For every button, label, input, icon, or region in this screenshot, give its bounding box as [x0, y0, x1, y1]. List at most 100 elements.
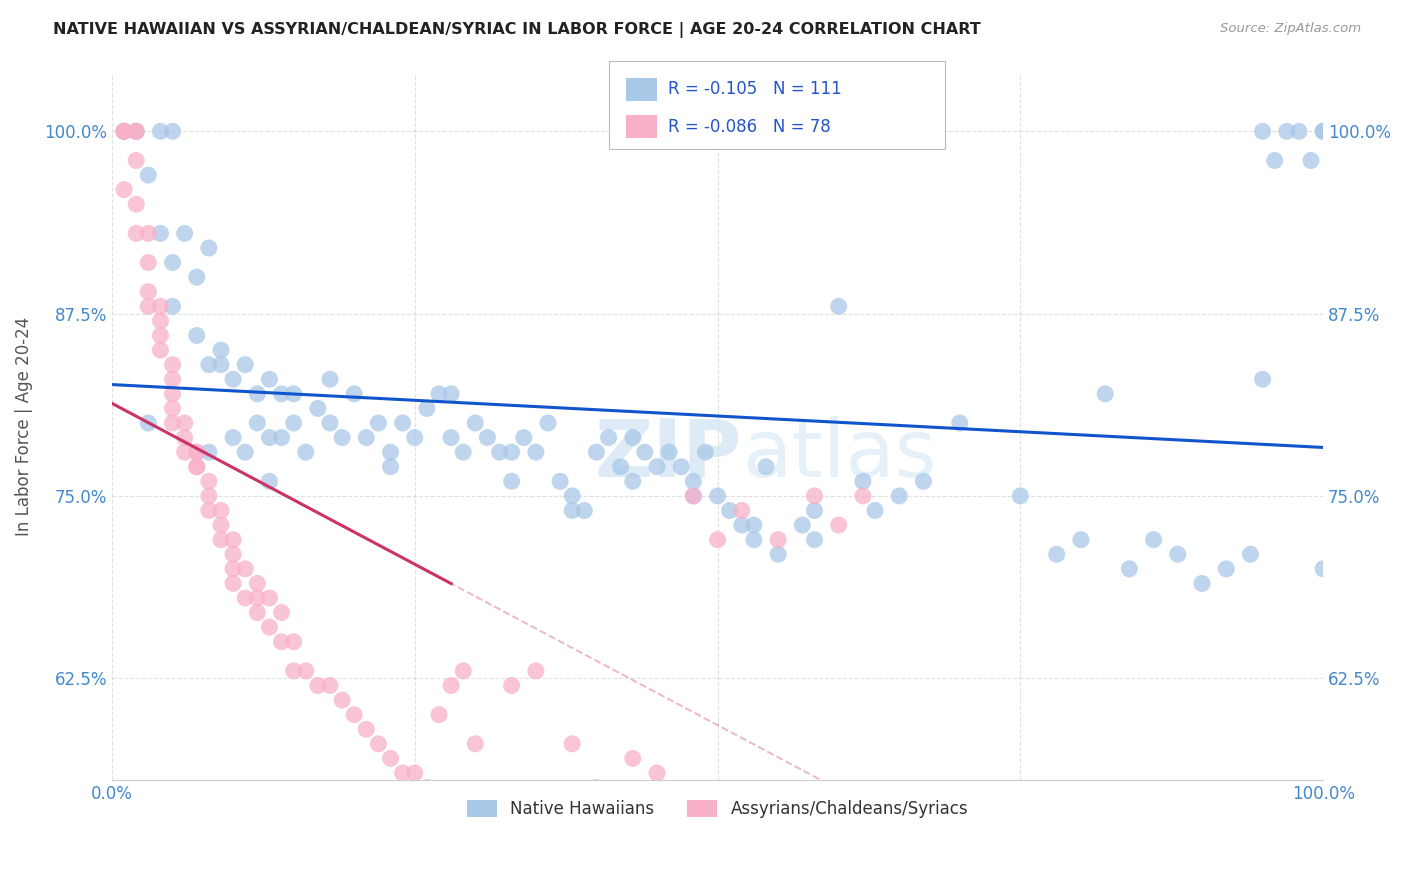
Text: NATIVE HAWAIIAN VS ASSYRIAN/CHALDEAN/SYRIAC IN LABOR FORCE | AGE 20-24 CORRELATI: NATIVE HAWAIIAN VS ASSYRIAN/CHALDEAN/SYR…	[53, 22, 981, 38]
Native Hawaiians	[852, 475, 875, 489]
Native Hawaiians	[742, 518, 765, 533]
Native Hawaiians	[561, 489, 583, 503]
Native Hawaiians	[222, 431, 245, 445]
Native Hawaiians	[222, 372, 245, 386]
Native Hawaiians	[307, 401, 329, 416]
Assyrians/Chaldeans/Syriacs	[173, 431, 195, 445]
Native Hawaiians	[356, 431, 378, 445]
Assyrians/Chaldeans/Syriacs	[416, 780, 439, 795]
Native Hawaiians	[766, 547, 789, 561]
Native Hawaiians	[233, 445, 256, 459]
Assyrians/Chaldeans/Syriacs	[125, 227, 148, 241]
Native Hawaiians	[186, 270, 208, 285]
Assyrians/Chaldeans/Syriacs	[173, 445, 195, 459]
Text: Source: ZipAtlas.com: Source: ZipAtlas.com	[1220, 22, 1361, 36]
Native Hawaiians	[706, 489, 728, 503]
Native Hawaiians	[731, 518, 754, 533]
Native Hawaiians	[658, 445, 681, 459]
Assyrians/Chaldeans/Syriacs	[162, 358, 184, 372]
Native Hawaiians	[1215, 562, 1237, 576]
Native Hawaiians	[524, 445, 547, 459]
Native Hawaiians	[695, 445, 717, 459]
Assyrians/Chaldeans/Syriacs	[112, 124, 135, 138]
Native Hawaiians	[391, 416, 413, 430]
Text: atlas: atlas	[742, 416, 936, 494]
Native Hawaiians	[1251, 124, 1274, 138]
Text: ZIP: ZIP	[595, 416, 742, 494]
Native Hawaiians	[233, 358, 256, 372]
Native Hawaiians	[259, 431, 281, 445]
Assyrians/Chaldeans/Syriacs	[246, 591, 269, 605]
Assyrians/Chaldeans/Syriacs	[246, 576, 269, 591]
Assyrians/Chaldeans/Syriacs	[270, 634, 292, 648]
Assyrians/Chaldeans/Syriacs	[367, 737, 389, 751]
Native Hawaiians	[283, 416, 305, 430]
Native Hawaiians	[149, 227, 172, 241]
Native Hawaiians	[198, 445, 221, 459]
Native Hawaiians	[149, 124, 172, 138]
Assyrians/Chaldeans/Syriacs	[380, 751, 402, 765]
Native Hawaiians	[246, 387, 269, 401]
Assyrians/Chaldeans/Syriacs	[731, 503, 754, 517]
Assyrians/Chaldeans/Syriacs	[464, 737, 486, 751]
Native Hawaiians	[621, 475, 644, 489]
Native Hawaiians	[792, 518, 814, 533]
Assyrians/Chaldeans/Syriacs	[319, 679, 342, 693]
Native Hawaiians	[198, 358, 221, 372]
Native Hawaiians	[209, 358, 232, 372]
Assyrians/Chaldeans/Syriacs	[233, 562, 256, 576]
Native Hawaiians	[513, 431, 536, 445]
Native Hawaiians	[501, 445, 523, 459]
Assyrians/Chaldeans/Syriacs	[125, 124, 148, 138]
Assyrians/Chaldeans/Syriacs	[136, 285, 159, 299]
Assyrians/Chaldeans/Syriacs	[125, 124, 148, 138]
Assyrians/Chaldeans/Syriacs	[149, 299, 172, 313]
Native Hawaiians	[246, 416, 269, 430]
Assyrians/Chaldeans/Syriacs	[222, 562, 245, 576]
Assyrians/Chaldeans/Syriacs	[524, 664, 547, 678]
Assyrians/Chaldeans/Syriacs	[246, 606, 269, 620]
Native Hawaiians	[671, 459, 693, 474]
Native Hawaiians	[1312, 124, 1334, 138]
Native Hawaiians	[645, 459, 668, 474]
Assyrians/Chaldeans/Syriacs	[852, 489, 875, 503]
Assyrians/Chaldeans/Syriacs	[827, 518, 849, 533]
Assyrians/Chaldeans/Syriacs	[270, 606, 292, 620]
Native Hawaiians	[912, 475, 935, 489]
Native Hawaiians	[1118, 562, 1140, 576]
Native Hawaiians	[209, 343, 232, 357]
Native Hawaiians	[477, 431, 499, 445]
Text: R = -0.086   N = 78: R = -0.086 N = 78	[668, 118, 831, 136]
Native Hawaiians	[1191, 576, 1213, 591]
Assyrians/Chaldeans/Syriacs	[451, 664, 474, 678]
Assyrians/Chaldeans/Syriacs	[222, 547, 245, 561]
Native Hawaiians	[125, 124, 148, 138]
Y-axis label: In Labor Force | Age 20-24: In Labor Force | Age 20-24	[15, 317, 32, 536]
Assyrians/Chaldeans/Syriacs	[307, 679, 329, 693]
Native Hawaiians	[548, 475, 571, 489]
Assyrians/Chaldeans/Syriacs	[330, 693, 353, 707]
Native Hawaiians	[380, 459, 402, 474]
Assyrians/Chaldeans/Syriacs	[645, 766, 668, 780]
Assyrians/Chaldeans/Syriacs	[209, 518, 232, 533]
Assyrians/Chaldeans/Syriacs	[233, 591, 256, 605]
Native Hawaiians	[949, 416, 972, 430]
Native Hawaiians	[294, 445, 316, 459]
Native Hawaiians	[863, 503, 886, 517]
Native Hawaiians	[416, 401, 439, 416]
Assyrians/Chaldeans/Syriacs	[186, 459, 208, 474]
Assyrians/Chaldeans/Syriacs	[173, 416, 195, 430]
Assyrians/Chaldeans/Syriacs	[136, 299, 159, 313]
Assyrians/Chaldeans/Syriacs	[259, 591, 281, 605]
Assyrians/Chaldeans/Syriacs	[186, 445, 208, 459]
Assyrians/Chaldeans/Syriacs	[356, 723, 378, 737]
Native Hawaiians	[162, 124, 184, 138]
Native Hawaiians	[1275, 124, 1298, 138]
Native Hawaiians	[464, 416, 486, 430]
Native Hawaiians	[367, 416, 389, 430]
Native Hawaiians	[186, 328, 208, 343]
Assyrians/Chaldeans/Syriacs	[222, 576, 245, 591]
Assyrians/Chaldeans/Syriacs	[766, 533, 789, 547]
Assyrians/Chaldeans/Syriacs	[125, 153, 148, 168]
Assyrians/Chaldeans/Syriacs	[404, 766, 426, 780]
